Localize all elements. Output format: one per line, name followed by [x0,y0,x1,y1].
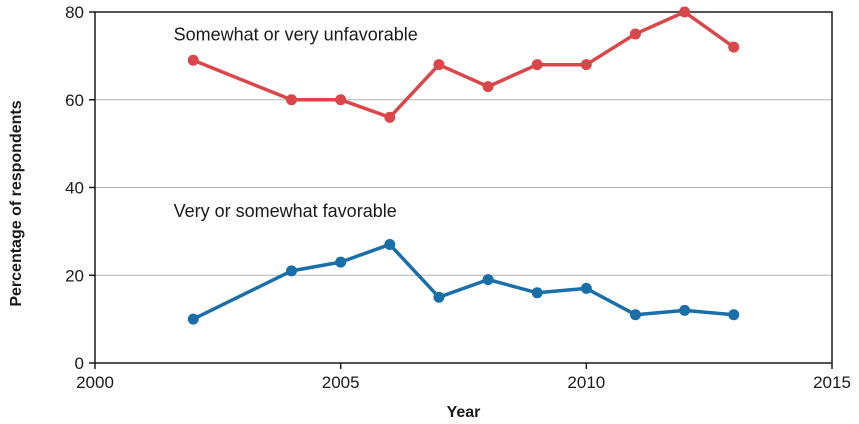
data-point [679,6,691,18]
data-point [384,111,396,123]
data-point [629,309,641,321]
data-point [335,256,347,268]
x-tick-label: 2005 [322,373,360,392]
gridlines [95,99,832,276]
y-tick-label: 60 [65,91,84,110]
series-label-unfavorable: Somewhat or very unfavorable [174,25,418,45]
series-layer [187,6,740,325]
y-axis: 0 20 40 60 80 [65,3,95,373]
data-point [286,265,298,277]
x-tick-label: 2015 [813,373,851,392]
data-point [286,94,298,106]
y-tick-label: 40 [65,179,84,198]
data-point [187,313,199,325]
data-point [482,81,494,93]
data-point [728,41,740,53]
data-point [580,59,592,71]
series-line-1 [192,242,734,321]
x-tick-label: 2010 [567,373,605,392]
y-tick-label: 80 [65,3,84,22]
data-point [433,291,445,303]
data-point [580,282,592,294]
y-tick-label: 20 [65,266,84,285]
data-point [728,309,740,321]
y-tick-label: 0 [75,354,84,373]
data-point [679,304,691,316]
x-tick-label: 2000 [76,373,114,392]
data-point [531,287,543,299]
data-point [629,28,641,40]
data-point [433,59,445,71]
data-point [384,239,396,251]
data-point [531,59,543,71]
x-axis: 2000 2005 2010 2015 [76,363,851,392]
data-point [187,54,199,66]
x-axis-title: Year [447,404,481,421]
data-point [482,274,494,286]
data-point [335,94,347,106]
series-label-favorable: Very or somewhat favorable [174,201,397,221]
y-axis-title: Percentage of respondents [8,100,25,306]
